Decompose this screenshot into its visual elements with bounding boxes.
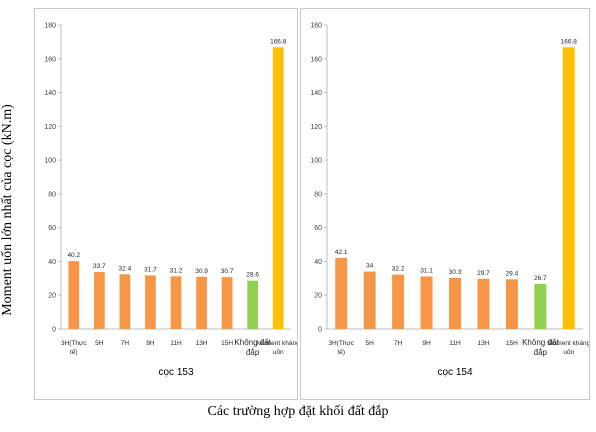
bar-value-label: 42.1 [335,249,348,256]
category-label: 7H [121,340,130,347]
category-label: 11H [449,340,461,347]
bar [363,271,376,329]
bar-value-label: 166.8 [270,38,287,45]
y-tick-label: 100 [310,158,322,165]
bar [221,277,233,329]
category-label: 5H [95,340,104,347]
bar [392,274,405,329]
category-label: 13H [477,340,489,347]
y-tick-label: 180 [44,23,56,30]
bar-value-label: 30.7 [221,268,234,275]
category-label: Không đất đắp [522,338,559,357]
chart-panel-coc-154: 0 20 40 60 80 100 120 140 160 180 42.1 3H(Thực tế) 34… [300,8,590,400]
y-tick-label: 60 [314,225,322,232]
bar-chart-coc-153: 0 20 40 60 80 100 120 140 160 180 40.2 3H(Thực tế) 33… [44,23,297,379]
bar-value-label: 32.2 [392,266,405,273]
category-label: 3H(Thực tế) [328,340,354,356]
y-tick-label: 20 [48,293,56,300]
y-tick-label: 120 [310,124,322,131]
category-label: 15H [221,340,233,347]
y-tick-label: 140 [44,90,56,97]
x-axis-label: Các trường hợp đặt khối đất đắp [207,404,389,419]
bar-value-label: 30.3 [449,269,462,276]
y-tick-label: 80 [314,191,322,198]
bar [534,283,547,329]
category-label: 9H [422,340,431,347]
bar-value-label: 166.8 [561,38,578,45]
y-tick-label: 60 [48,225,56,232]
bar [68,261,80,329]
bar [420,276,433,329]
category-label: Không đất đắp [234,338,271,357]
y-axis-label: Moment uốn lớn nhất của cọc (kN.m) [0,104,15,316]
bar-value-label: 29.4 [506,270,519,277]
category-label: 11H [170,340,182,347]
y-tick-label: 160 [310,56,322,63]
bar [247,280,259,329]
bar-value-label: 30.9 [195,268,208,275]
chart-title: cọc 153 [158,367,193,378]
bar [196,276,207,329]
y-tick-label: 100 [44,158,56,165]
y-tick-label: 120 [44,124,56,131]
bar [93,272,105,329]
bar [272,47,284,329]
bar [335,257,348,329]
category-label: Moment kháng uốn [257,340,297,356]
bar-value-label: 26.7 [534,275,547,282]
bar-value-label: 33.7 [93,263,106,270]
chart-panel-coc-153: 0 20 40 60 80 100 120 140 160 180 40.2 3H(Thực tế) 33… [34,8,298,400]
bar [562,47,575,329]
bar [449,277,461,329]
bar [477,278,490,329]
y-tick-label: 20 [314,293,322,300]
bar [170,276,182,329]
y-tick-label: 140 [310,90,322,97]
y-tick-label: 40 [48,259,56,266]
bar-value-label: 28.6 [246,272,259,279]
y-tick-label: 0 [318,327,322,334]
bar-value-label: 34 [366,263,374,270]
category-label: 5H [366,340,375,347]
category-label: 15H [506,340,518,347]
category-label: Moment kháng uốn [547,340,589,356]
bar-value-label: 31.2 [170,267,183,274]
y-tick-label: 80 [48,191,56,198]
category-label: 13H [196,340,208,347]
bar-value-label: 32.4 [119,265,132,272]
category-label: 9H [146,340,155,347]
bar-value-label: 40.2 [67,252,80,259]
bar-value-label: 31.7 [144,266,157,273]
category-label: 7H [394,340,403,347]
bar-value-label: 31.1 [420,267,433,274]
bar [145,275,156,329]
chart-title: cọc 154 [437,367,472,378]
bar-value-label: 29.7 [477,270,490,277]
y-tick-label: 180 [310,23,322,30]
bar-chart-coc-154: 0 20 40 60 80 100 120 140 160 180 42.1 3H(Thực tế) 34… [310,23,589,379]
bar [505,279,518,329]
y-tick-label: 0 [52,327,56,334]
category-label: 3H(Thực tế) [61,340,87,356]
bar [119,274,131,329]
y-tick-label: 40 [314,259,322,266]
y-tick-label: 160 [44,56,56,63]
